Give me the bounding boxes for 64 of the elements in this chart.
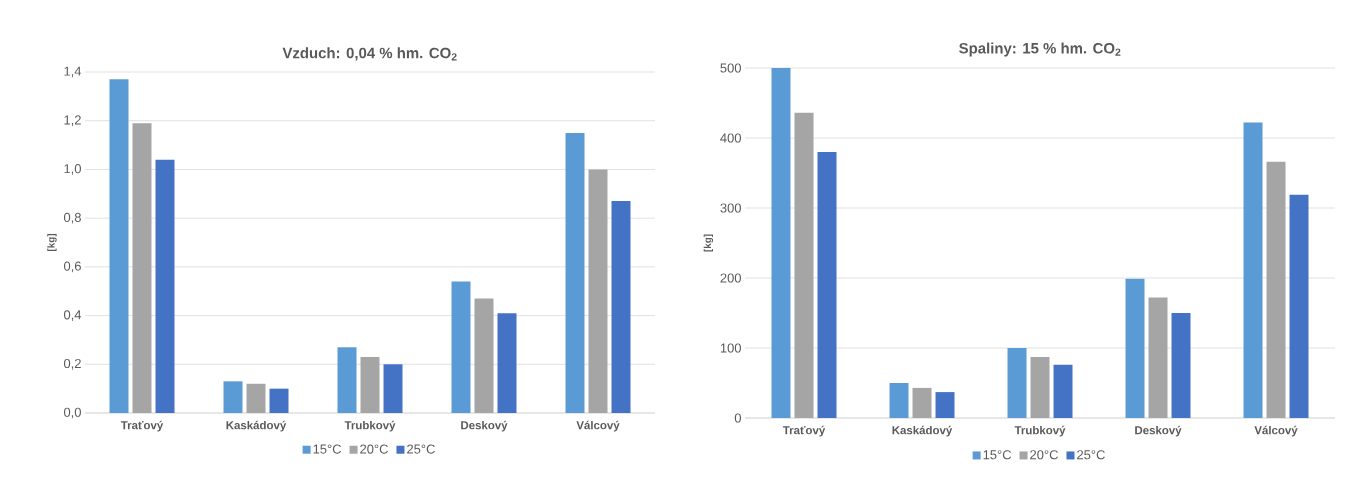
y-tick-label: 300 — [720, 203, 741, 213]
bar — [497, 313, 517, 413]
y-tick-label: 400 — [720, 133, 741, 143]
y-tick-label: 0,0 — [63, 407, 81, 419]
y-tick-label: 100 — [720, 343, 741, 353]
y-tick-label: 0,6 — [63, 261, 81, 273]
bar — [912, 387, 932, 418]
y-tick-label: 500 — [720, 63, 741, 73]
bar — [1266, 161, 1286, 418]
y-tick-label: 1,2 — [64, 115, 81, 127]
bar — [337, 347, 357, 413]
bar — [935, 392, 955, 418]
bar — [1125, 278, 1145, 418]
bar — [1053, 364, 1073, 418]
x-tick-label: Válcový — [1254, 425, 1298, 437]
y-tick-label: 0,8 — [63, 212, 81, 224]
bar — [771, 68, 791, 418]
y-tick-label: 1,0 — [64, 164, 81, 175]
bar — [132, 123, 152, 413]
legend-label: 15°C — [313, 444, 342, 454]
bar — [383, 364, 403, 413]
x-tick-label: Deskový — [461, 420, 508, 432]
bar — [794, 112, 814, 418]
bar — [611, 201, 631, 413]
bar — [474, 298, 494, 413]
bar — [360, 356, 380, 413]
y-tick-label: 0,4 — [63, 310, 82, 321]
x-tick-label: Trubkový — [1014, 425, 1066, 437]
legend-label: 20°C — [1030, 450, 1058, 460]
bar — [889, 383, 909, 418]
y-tick-label: 0 — [734, 413, 741, 423]
bar — [246, 383, 266, 413]
bar — [269, 388, 289, 413]
y-tick-label: 200 — [720, 273, 741, 283]
chart-title: Vzduch: 0,04 % hm. CO$_{2}$ — [282, 47, 457, 61]
x-tick-label: Kaskádový — [892, 425, 953, 437]
y-tick-label: 0,2 — [63, 358, 81, 370]
x-tick-label: Traťový — [120, 420, 164, 432]
bar — [1243, 122, 1263, 418]
bar — [1289, 194, 1309, 418]
legend-label: 15°C — [983, 450, 1012, 460]
bar — [817, 152, 837, 418]
bar — [1030, 357, 1050, 418]
chart-title: Spaliny: 15 % hm. CO$_{2}$ — [959, 42, 1121, 57]
x-tick-label: Deskový — [1135, 425, 1182, 437]
bar — [109, 79, 129, 413]
bar — [223, 381, 243, 413]
bar — [1148, 297, 1168, 418]
bar — [1007, 348, 1027, 418]
bar — [588, 169, 608, 413]
x-tick-label: Traťový — [782, 425, 826, 437]
y-axis-title: [kg] — [703, 234, 714, 252]
x-tick-label: Kaskádový — [226, 420, 287, 432]
legend-label: 25°C — [1077, 450, 1105, 460]
x-tick-label: Válcový — [576, 420, 620, 432]
bar — [451, 281, 471, 413]
bar — [565, 132, 585, 413]
y-tick-label: 1,4 — [64, 66, 82, 78]
legend-label: 25°C — [407, 444, 435, 454]
y-axis-title: [kg] — [47, 233, 57, 252]
legend-label: 20°C — [360, 444, 388, 454]
bar — [1171, 313, 1191, 418]
bar — [155, 159, 175, 413]
x-tick-label: Trubkový — [344, 420, 396, 432]
